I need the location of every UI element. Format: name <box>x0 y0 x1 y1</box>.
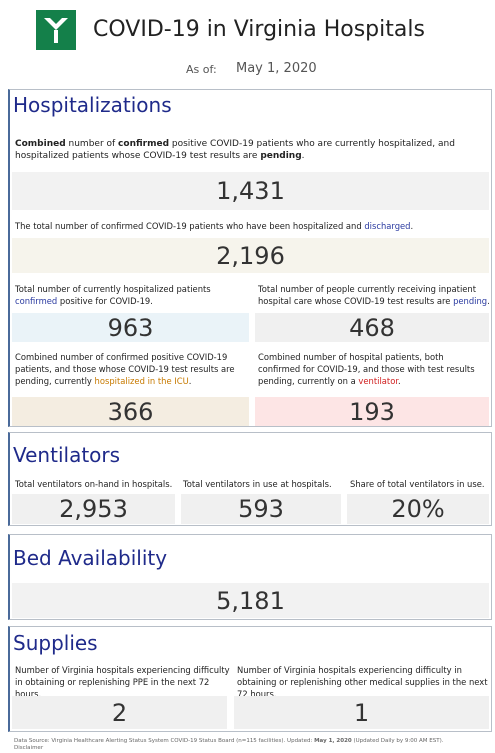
text: ventilator <box>358 376 398 386</box>
text: . <box>398 376 401 386</box>
value-box: 1 <box>234 696 489 729</box>
text: The total number of confirmed COVID-19 p… <box>15 221 365 231</box>
text: Combined number of hospital patients, bo… <box>258 352 475 386</box>
text: confirmed <box>118 139 170 149</box>
text: Data Source: Virginia Healthcare Alertin… <box>14 738 315 744</box>
label: Total ventilators on-hand in hospitals. <box>15 479 173 489</box>
text: . <box>188 376 192 386</box>
value-box: 20% <box>347 494 489 524</box>
description: Total number of currently hospitalized p… <box>15 283 235 307</box>
text: . <box>487 296 490 306</box>
description: Combined number of hospital patients, bo… <box>258 351 486 387</box>
as-of-date: May 1, 2020 <box>236 61 317 76</box>
text: positive for COVID-19. <box>57 296 153 306</box>
section-title: Ventilators <box>13 443 121 467</box>
text: discharged <box>364 221 411 231</box>
label: Share of total ventilators in use. <box>350 479 485 489</box>
value-box: 2,953 <box>12 494 175 524</box>
value-box: 2 <box>12 696 227 729</box>
beds-panel <box>8 534 492 620</box>
text: pending <box>453 296 488 306</box>
section-title: Bed Availability <box>13 546 168 570</box>
text: number of <box>65 139 119 149</box>
supplies-panel <box>8 626 492 732</box>
value-box: 193 <box>255 397 489 426</box>
text: . <box>301 151 305 161</box>
section-title: Supplies <box>13 631 98 655</box>
value-box: 963 <box>12 313 249 342</box>
text: (Updated Daily by 9:00 AM EST). <box>351 738 444 744</box>
hospitalizations-panel <box>8 89 492 427</box>
value-box: 5,181 <box>12 583 489 618</box>
title: COVID-19 in Virginia Hospitals <box>93 17 425 42</box>
description: The total number of confirmed COVID-19 p… <box>15 220 493 232</box>
disclaimer[interactable]: Disclaimer <box>14 745 44 751</box>
value-box: 2,196 <box>12 238 489 273</box>
text: confirmed <box>15 296 58 306</box>
label: Total ventilators in use at hospitals. <box>183 479 332 489</box>
text: . <box>410 221 414 231</box>
text: May 1, 2020 <box>314 738 352 744</box>
text: Combined number of confirmed positive CO… <box>15 352 235 386</box>
section-title: Hospitalizations <box>13 93 172 117</box>
description: Combined number of confirmed positive CO… <box>15 351 240 387</box>
value-box: 468 <box>255 313 489 342</box>
text: Total number of currently hospitalized p… <box>15 284 211 294</box>
footer: Data Source: Virginia Healthcare Alertin… <box>14 738 444 744</box>
logo <box>36 10 76 50</box>
description: Total number of people currently receivi… <box>258 283 490 307</box>
ventilators-panel <box>8 432 492 526</box>
text: positive COVID-19 patients who are curre… <box>15 139 455 161</box>
text: Total number of people currently receivi… <box>258 284 477 306</box>
text: Combined <box>15 139 66 149</box>
as-of-label: As of: <box>186 63 217 76</box>
value-box: 593 <box>181 494 341 524</box>
description: Combined number of confirmed positive CO… <box>15 138 493 162</box>
value-box: 366 <box>12 397 249 426</box>
value-box: 1,431 <box>12 172 489 210</box>
text: hospitalized in the ICU <box>94 376 189 386</box>
label: Number of Virginia hospitals experiencin… <box>237 665 488 699</box>
text: pending <box>260 151 302 161</box>
label: Number of Virginia hospitals experiencin… <box>15 665 230 699</box>
